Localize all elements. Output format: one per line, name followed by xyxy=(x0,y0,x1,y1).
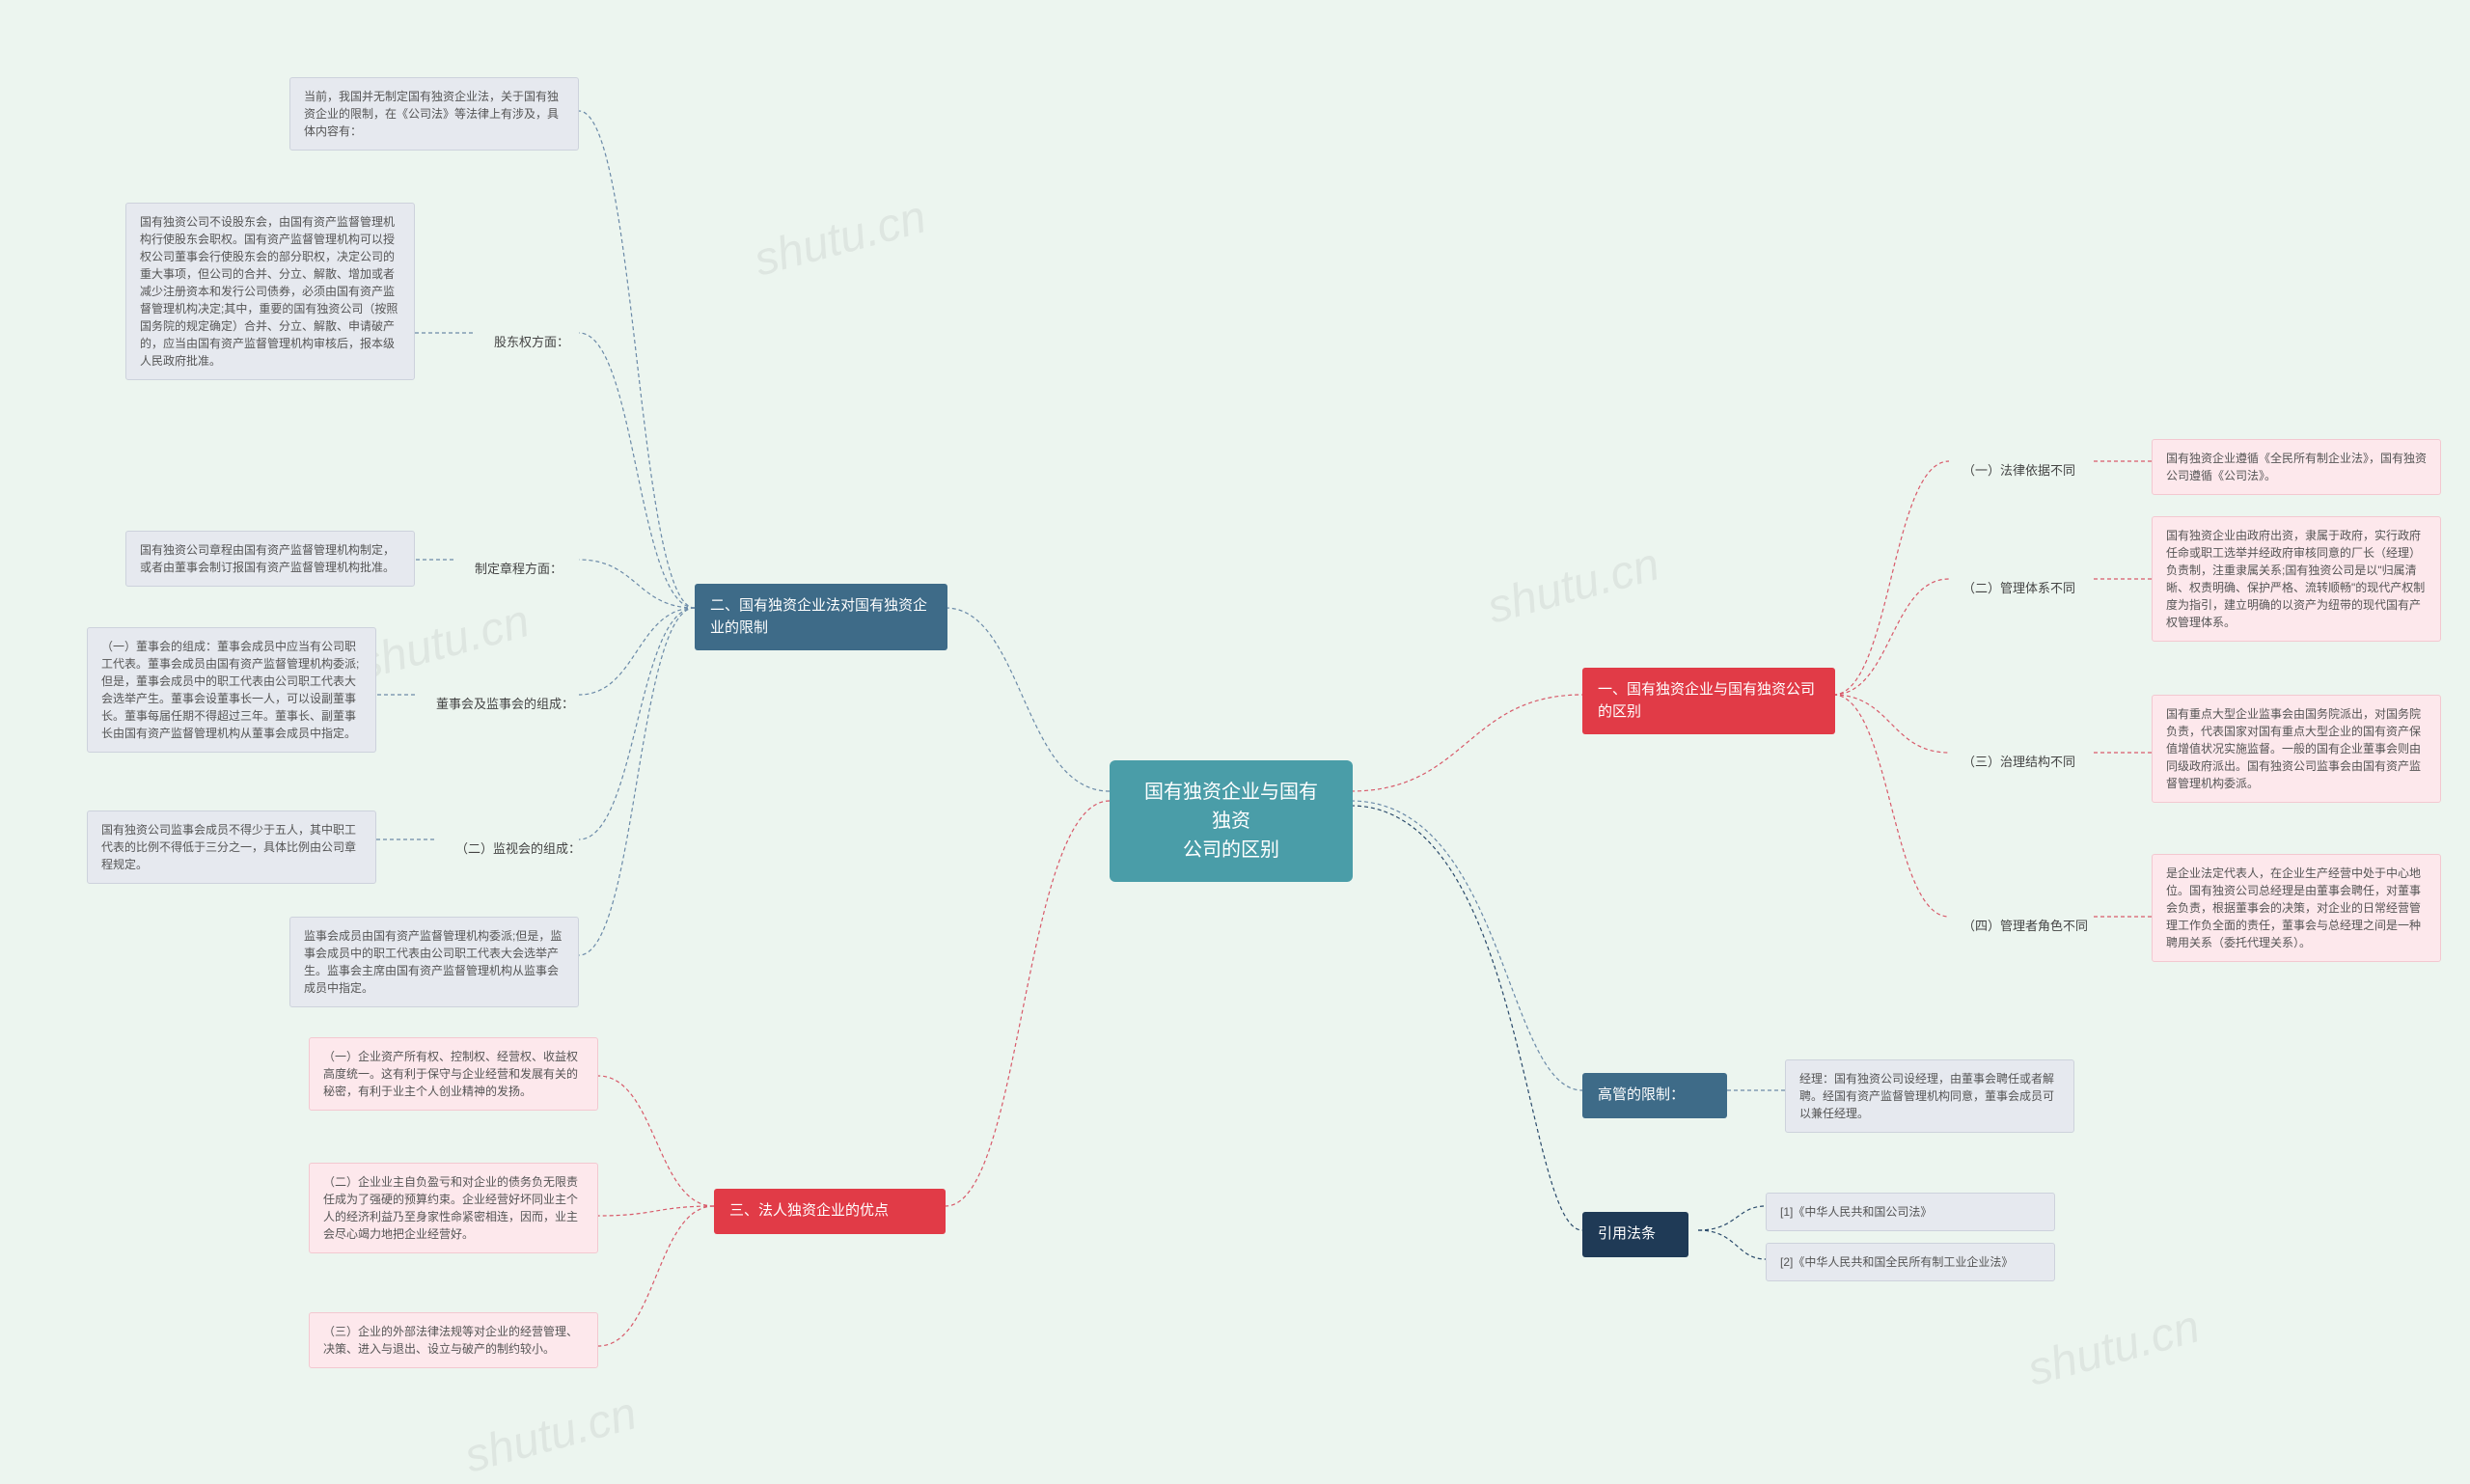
leaf-r2: 经理：国有独资公司设经理，由董事会聘任或者解聘。经国有资产监督管理机构同意，董事… xyxy=(1785,1059,2074,1133)
sub-r1-3: （三）治理结构不同 xyxy=(1949,743,2089,782)
branch-left-1: 二、国有独资企业法对国有独资企 业的限制 xyxy=(695,584,947,650)
leaf-l2-1: （一）企业资产所有权、控制权、经营权、收益权高度统一。这有利于保守与企业经营和发… xyxy=(309,1037,598,1111)
sub-r1-2: （二）管理体系不同 xyxy=(1949,569,2089,608)
branch-right-3: 引用法条 xyxy=(1582,1212,1688,1257)
leaf-l1-top: 当前，我国并无制定国有独资企业法，关于国有独资企业的限制，在《公司法》等法律上有… xyxy=(289,77,579,151)
sub-r1-1: （一）法律依据不同 xyxy=(1949,452,2089,490)
leaf-r1-4: 是企业法定代表人，在企业生产经营中处于中心地位。国有独资公司总经理是由董事会聘任… xyxy=(2152,854,2441,962)
leaf-r1-1: 国有独资企业遵循《全民所有制企业法》，国有独资公司遵循《公司法》。 xyxy=(2152,439,2441,495)
sub-l1-2: 制定章程方面： xyxy=(461,550,576,589)
sub-l1-4: （二）监视会的组成： xyxy=(442,830,594,868)
leaf-l2-3: （三）企业的外部法律法规等对企业的经营管理、决策、进入与退出、设立与破产的制约较… xyxy=(309,1312,598,1368)
leaf-l1-4: 国有独资公司监事会成员不得少于五人，其中职工代表的比例不得低于三分之一，具体比例… xyxy=(87,811,376,884)
branch-right-2: 高管的限制： xyxy=(1582,1073,1727,1118)
sub-r1-4: （四）管理者角色不同 xyxy=(1949,907,2101,946)
watermark: shutu.cn xyxy=(749,190,932,287)
leaf-l1-1: 国有独资公司不设股东会，由国有资产监督管理机构行使股东会职权。国有资产监督管理机… xyxy=(125,203,415,380)
watermark: shutu.cn xyxy=(2022,1300,2206,1396)
sub-l1-3: 董事会及监事会的组成： xyxy=(423,685,588,724)
leaf-l2-2: （二）企业业主自负盈亏和对企业的债务负无限责任成为了强硬的预算约束。企业经营好坏… xyxy=(309,1163,598,1253)
leaf-l1-tail: 监事会成员由国有资产监督管理机构委派;但是，监事会成员中的职工代表由公司职工代表… xyxy=(289,917,579,1007)
leaf-r3-1: [1]《中华人民共和国公司法》 xyxy=(1766,1193,2055,1231)
leaf-l1-3: （一）董事会的组成：董事会成员中应当有公司职工代表。董事会成员由国有资产监督管理… xyxy=(87,627,376,753)
leaf-r1-2: 国有独资企业由政府出资，隶属于政府，实行政府任命或职工选举并经政府审核同意的厂长… xyxy=(2152,516,2441,642)
branch-left-2: 三、法人独资企业的优点 xyxy=(714,1189,946,1234)
watermark: shutu.cn xyxy=(1482,537,1665,634)
leaf-l1-2: 国有独资公司章程由国有资产监督管理机构制定，或者由董事会制订报国有资产监督管理机… xyxy=(125,531,415,587)
watermark: shutu.cn xyxy=(459,1387,643,1483)
sub-l1-1: 股东权方面： xyxy=(480,323,583,362)
leaf-r1-3: 国有重点大型企业监事会由国务院派出，对国务院负责，代表国家对国有重点大型企业的国… xyxy=(2152,695,2441,803)
leaf-r3-2: [2]《中华人民共和国全民所有制工业企业法》 xyxy=(1766,1243,2055,1281)
center-topic: 国有独资企业与国有独资 公司的区别 xyxy=(1110,760,1353,882)
branch-right-1: 一、国有独资企业与国有独资公司 的区别 xyxy=(1582,668,1835,734)
